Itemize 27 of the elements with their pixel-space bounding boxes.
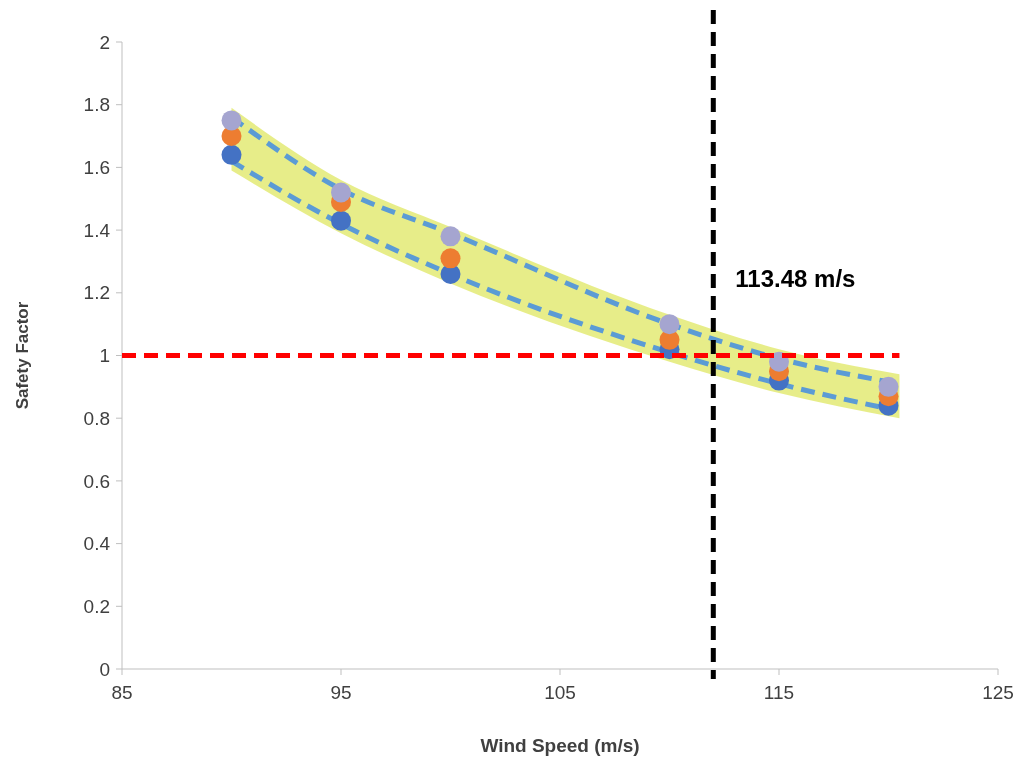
- x-tick-label: 85: [111, 682, 133, 703]
- point: [331, 182, 351, 203]
- x-tick-label: 95: [330, 682, 352, 703]
- x-tick-label: 105: [544, 682, 576, 703]
- ref-line-label: 113.48 m/s: [735, 264, 856, 292]
- point: [878, 376, 899, 397]
- x-tick-label: 125: [982, 682, 1014, 703]
- y-tick-label: 2: [99, 31, 110, 53]
- point: [221, 144, 242, 165]
- y-tick-label: 0: [99, 658, 110, 680]
- y-tick-label: 1.4: [83, 219, 111, 241]
- y-axis-title: Safety Factor: [13, 301, 32, 410]
- y-tick-label: 0.2: [83, 595, 110, 617]
- y-tick-label: 1.8: [83, 94, 110, 116]
- y-tick-label: 1.2: [83, 282, 110, 304]
- y-tick-label: 1: [99, 345, 110, 367]
- point: [440, 226, 461, 247]
- x-tick-label: 115: [763, 682, 795, 703]
- point: [331, 210, 351, 231]
- point: [440, 248, 461, 269]
- y-tick-label: 1.6: [83, 157, 110, 179]
- point: [221, 110, 242, 131]
- y-tick-label: 0.8: [83, 407, 110, 429]
- point: [659, 314, 680, 335]
- y-tick-label: 0.6: [83, 470, 110, 492]
- y-tick-label: 0.4: [83, 533, 111, 555]
- x-axis-title: Wind Speed (m/s): [480, 735, 640, 756]
